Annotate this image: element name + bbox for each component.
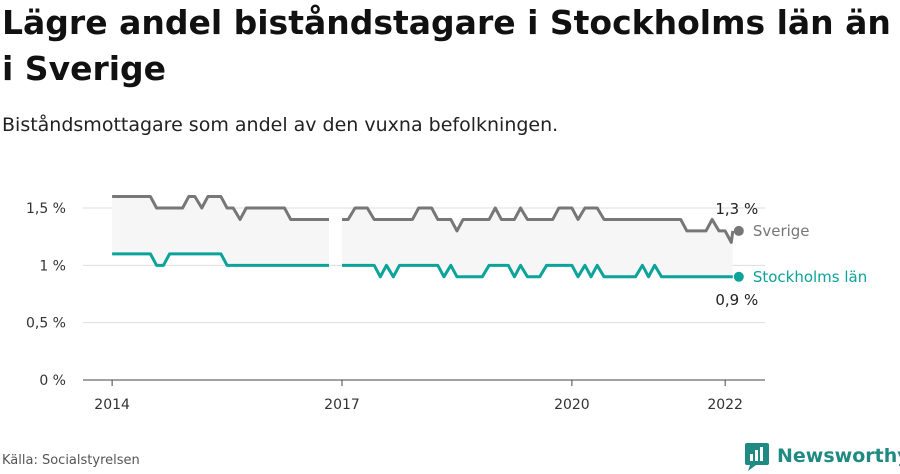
y-tick-label: 0 % <box>39 373 66 389</box>
chart-subtitle: Biståndsmottagare som andel av den vuxna… <box>2 114 559 136</box>
gap-band <box>342 208 733 277</box>
series-line-sverige <box>112 195 329 221</box>
x-tick-label: 2022 <box>707 397 743 413</box>
series-value-label: 1,3 % <box>715 200 758 218</box>
brand-name: Newsworthy <box>777 445 900 467</box>
series-end-point <box>733 225 744 236</box>
y-tick-label: 0,5 % <box>26 316 66 332</box>
series-name-label: Stockholms län <box>753 268 867 286</box>
series-end-point <box>733 271 744 282</box>
chart-title: Lägre andel biståndstagare i Stockholms … <box>2 3 891 88</box>
x-tick-label: 2014 <box>94 397 130 413</box>
series-line-sverige <box>342 206 735 244</box>
y-tick-label: 1 % <box>39 258 66 274</box>
series-line-stockholm <box>112 252 329 267</box>
y-tick-label: 1,5 % <box>26 201 66 217</box>
x-tick-label: 2017 <box>324 397 360 413</box>
series-value-label: 0,9 % <box>715 291 758 309</box>
brand-logo: Newsworthy <box>744 441 900 471</box>
series-name-label: Sverige <box>753 222 810 240</box>
newsworthy-logo-icon <box>745 443 769 471</box>
x-tick-label: 2020 <box>554 397 590 413</box>
series-line-stockholm <box>342 263 733 279</box>
source-note: Källa: Socialstyrelsen <box>2 453 140 468</box>
gap-band <box>112 196 329 266</box>
